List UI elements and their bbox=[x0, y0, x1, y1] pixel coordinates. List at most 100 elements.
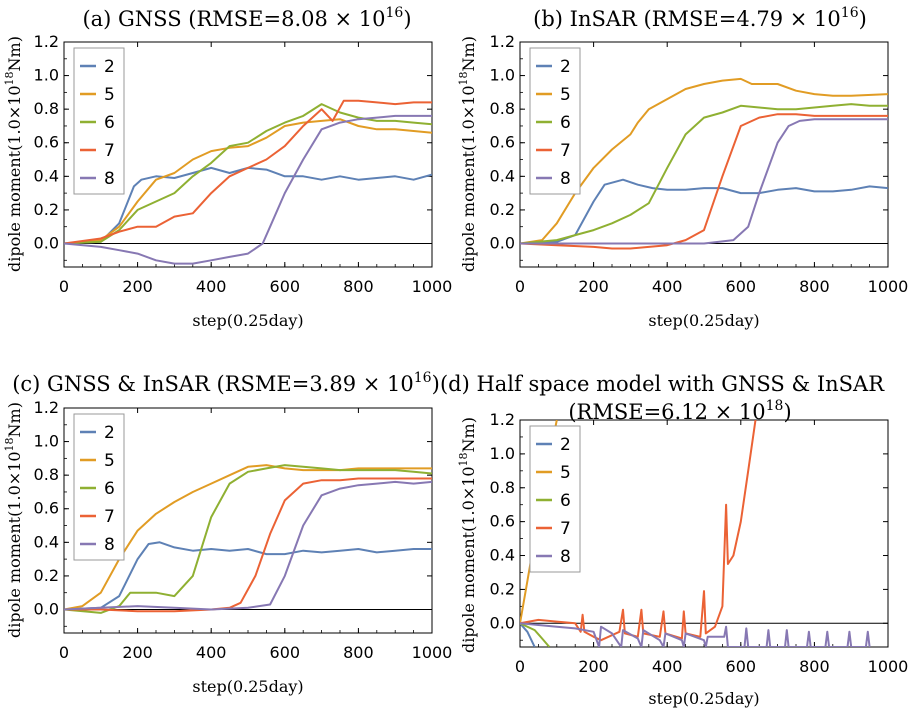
panel-a-ytick-label: 1.0 bbox=[34, 66, 59, 85]
panel-a-legend-label-8: 8 bbox=[104, 169, 115, 189]
panel-b-ytick-label: 0.4 bbox=[490, 166, 515, 185]
panel-d-legend-label-8: 8 bbox=[560, 547, 571, 567]
panel-b-series-6-line bbox=[520, 103, 888, 245]
panel-a-xtick-label: 200 bbox=[122, 277, 153, 296]
panel-b-ytick-label: 1.2 bbox=[490, 32, 515, 51]
panel-d-xlabel: step(0.25day) bbox=[648, 689, 759, 708]
panel-a-ylabel: dipole moment(1.0×1018Nm) bbox=[3, 36, 24, 272]
panel-a-ytick-label: 0.6 bbox=[34, 133, 59, 152]
panel-d-ytick-label: 0.8 bbox=[490, 478, 515, 497]
panel-d-legend-label-6: 6 bbox=[560, 491, 571, 511]
panel-a-ytick-label: 1.2 bbox=[34, 32, 59, 51]
panel-a-legend-label-7: 7 bbox=[104, 141, 115, 161]
panel-d-ytick-label: 1.2 bbox=[490, 410, 515, 429]
panel-a-ytick-label: 0.2 bbox=[34, 200, 59, 219]
panel-b-xtick-label: 800 bbox=[799, 277, 830, 296]
panel-a-xtick-label: 800 bbox=[343, 277, 374, 296]
panel-c-legend-label-7: 7 bbox=[104, 507, 115, 527]
panel-c-ylabel: dipole moment(1.0×1018Nm) bbox=[3, 402, 24, 638]
panel-b-series-7-line bbox=[520, 113, 888, 250]
panel-c-xtick-label: 1000 bbox=[412, 643, 453, 662]
panel-a-series-6-line bbox=[64, 103, 432, 245]
panel-b-xtick-label: 1000 bbox=[868, 277, 909, 296]
panel-a-xtick-label: 400 bbox=[196, 277, 227, 296]
panel-d-xtick-label: 200 bbox=[578, 657, 609, 676]
panel-d-series-2-line bbox=[520, 622, 536, 647]
panel-b-xtick-label: 200 bbox=[578, 277, 609, 296]
panel-c-ytick-label: 1.2 bbox=[34, 398, 59, 417]
panel-b-ytick-label: 1.0 bbox=[490, 66, 515, 85]
panel-b-ytick-label: 0.0 bbox=[490, 233, 515, 252]
panel-b: (b) InSAR (RMSE=4.79 × 1016) dipole mome… bbox=[457, 5, 908, 330]
panel-c-xtick-label: 0 bbox=[59, 643, 69, 662]
panel-a-xlabel: step(0.25day) bbox=[192, 311, 303, 330]
panel-d-legend-label-5: 5 bbox=[560, 463, 571, 483]
panel-a-ytick-label: 0.4 bbox=[34, 166, 59, 185]
panel-c-series-2-line bbox=[64, 541, 432, 611]
panel-b-ytick-label: 0.6 bbox=[490, 133, 515, 152]
panel-a-series-8-line bbox=[64, 114, 432, 265]
panel-c-plot: 0 200 400 600 800 1000 0.0 0.2 0.4 0.6 0.8 1.0 1.2 2 5… bbox=[34, 398, 453, 662]
panel-a-title: (a) GNSS (RMSE=8.08 × 1016) bbox=[82, 5, 411, 31]
panel-b-ytick-label: 0.8 bbox=[490, 99, 515, 118]
panel-c-legend-label-5: 5 bbox=[104, 451, 115, 471]
panel-d-xtick-label: 800 bbox=[799, 657, 830, 676]
panel-c-ytick-label: 0.6 bbox=[34, 499, 59, 518]
panel-a-plot: 0 200 400 600 800 1000 0.0 0.2 0.4 0.6 0.8 1.0 1.2 2 5… bbox=[34, 32, 453, 296]
panel-b-series-2-line bbox=[520, 178, 888, 245]
panel-c-xlabel: step(0.25day) bbox=[192, 677, 303, 696]
panel-c-series-7-line bbox=[64, 477, 432, 613]
panel-d-plot: 0 200 400 600 800 1000 0.0 0.2 0.4 0.6 0.8 1.0 1.2 2 5… bbox=[490, 410, 909, 676]
panel-c-legend-label-6: 6 bbox=[104, 479, 115, 499]
panel-d-xtick-label: 0 bbox=[515, 657, 525, 676]
panel-a-series-5-line bbox=[64, 118, 432, 245]
panel-c-xtick-label: 200 bbox=[122, 643, 153, 662]
panel-b-legend-label-6: 6 bbox=[560, 113, 571, 133]
panel-d-xtick-label: 1000 bbox=[868, 657, 909, 676]
panel-a-ytick-label: 0.8 bbox=[34, 99, 59, 118]
panel-a: (a) GNSS (RMSE=8.08 × 1016) dipole momen… bbox=[3, 5, 452, 330]
panel-b-legend-label-8: 8 bbox=[560, 169, 571, 189]
panel-d-title: (d) Half space model with GNSS & InSAR bbox=[440, 372, 885, 396]
panel-b-xlabel: step(0.25day) bbox=[648, 311, 759, 330]
panel-d-legend-label-2: 2 bbox=[560, 435, 571, 455]
panel-c-title: (c) GNSS & InSAR (RSME=3.89 × 1016) bbox=[12, 370, 440, 396]
panel-d-ytick-label: 0.0 bbox=[490, 613, 515, 632]
panel-b-plot: 0 200 400 600 800 1000 0.0 0.2 0.4 0.6 0.8 1.0 1.2 2 5… bbox=[490, 32, 909, 296]
panel-c: (c) GNSS & InSAR (RSME=3.89 × 1016) dipo… bbox=[3, 370, 452, 696]
panel-a-xtick-label: 600 bbox=[270, 277, 301, 296]
panel-d-legend-label-7: 7 bbox=[560, 519, 571, 539]
panel-a-series-7-line bbox=[64, 99, 432, 245]
panel-d-xtick-label: 600 bbox=[726, 657, 757, 676]
panel-b-ytick-label: 0.2 bbox=[490, 200, 515, 219]
panel-b-series-8-line bbox=[520, 118, 888, 245]
panel-c-ytick-label: 1.0 bbox=[34, 432, 59, 451]
panel-c-xtick-label: 600 bbox=[270, 643, 301, 662]
panel-b-legend-label-5: 5 bbox=[560, 85, 571, 105]
panel-d-series-7-line bbox=[520, 420, 757, 642]
panel-b-xtick-label: 600 bbox=[726, 277, 757, 296]
panel-a-xtick-label: 1000 bbox=[412, 277, 453, 296]
panel-c-ytick-label: 0.4 bbox=[34, 532, 59, 551]
panel-c-ytick-label: 0.2 bbox=[34, 566, 59, 585]
panel-a-xtick-label: 0 bbox=[59, 277, 69, 296]
panel-b-xtick-label: 0 bbox=[515, 277, 525, 296]
panel-d-ytick-label: 0.2 bbox=[490, 579, 515, 598]
panel-d-ytick-label: 0.4 bbox=[490, 546, 515, 565]
panel-b-legend-label-7: 7 bbox=[560, 141, 571, 161]
panel-c-xtick-label: 400 bbox=[196, 643, 227, 662]
panel-d-series-6-line bbox=[520, 622, 551, 647]
panel-d: (d) Half space model with GNSS & InSAR (… bbox=[440, 372, 908, 708]
panel-b-ylabel: dipole moment(1.0×1018Nm) bbox=[457, 36, 478, 272]
panel-c-xtick-label: 800 bbox=[343, 643, 374, 662]
panel-d-ylabel: dipole moment(1.0×1018Nm) bbox=[457, 417, 478, 653]
panel-b-xtick-label: 400 bbox=[652, 277, 683, 296]
panel-a-ytick-label: 0.0 bbox=[34, 233, 59, 252]
panel-c-series-8-line bbox=[64, 480, 432, 611]
panel-b-legend-label-2: 2 bbox=[560, 57, 571, 77]
panel-c-legend-label-8: 8 bbox=[104, 535, 115, 555]
panel-a-legend-label-6: 6 bbox=[104, 113, 115, 133]
panel-b-title: (b) InSAR (RMSE=4.79 × 1016) bbox=[533, 5, 867, 31]
panel-d-series-8-line bbox=[520, 622, 871, 647]
